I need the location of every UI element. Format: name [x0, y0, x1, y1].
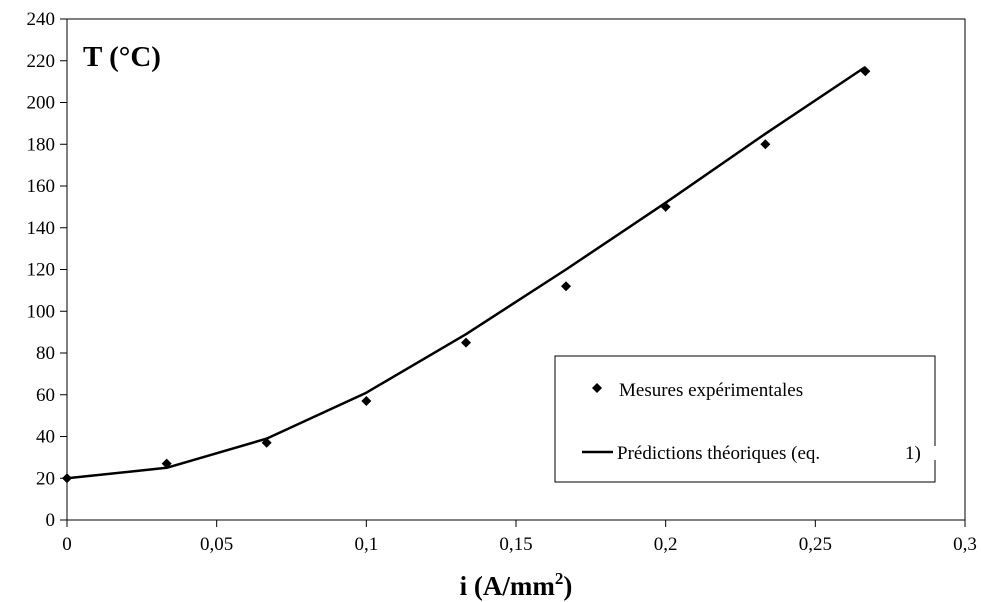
x-axis: 0 0,05 0,1 0,15 0,2 0,25 0,3 — [62, 519, 977, 555]
legend-label-predictions-suffix: 1) — [905, 443, 921, 464]
x-tick-label: 0,05 — [200, 534, 233, 555]
x-tick-label: 0,1 — [354, 534, 378, 555]
x-axis-title: i (A/mm2) — [460, 569, 573, 601]
data-point — [860, 66, 871, 77]
x-tick-label: 0,3 — [953, 534, 977, 555]
data-point — [62, 473, 72, 484]
y-axis-title: T (°C) — [83, 41, 161, 73]
y-tick-label: 100 — [27, 301, 56, 322]
y-tick-label: 220 — [27, 51, 56, 72]
x-tick-label: 0,25 — [799, 534, 832, 555]
y-tick-label: 40 — [36, 427, 55, 448]
y-tick-label: 240 — [27, 9, 56, 30]
data-point — [560, 281, 571, 292]
legend-label-measurements: Mesures expérimentales — [619, 380, 803, 401]
legend-label-predictions: Prédictions théoriques (eq. — [617, 443, 820, 464]
legend-frame — [554, 355, 936, 483]
y-tick-label: 60 — [36, 385, 55, 406]
data-point — [161, 458, 172, 469]
y-tick-label: 20 — [36, 468, 55, 489]
plot-area — [66, 18, 966, 521]
y-tick-label: 160 — [27, 176, 56, 197]
y-tick-label: 0 — [46, 510, 56, 531]
x-tick-label: 0,15 — [499, 534, 532, 555]
y-axis: 0 20 40 60 80 100 120 140 160 180 200 220 240 — [27, 9, 68, 531]
y-tick-label: 140 — [27, 218, 56, 239]
data-point — [760, 139, 771, 150]
x-tick-label: 0 — [62, 534, 72, 555]
series-layer — [62, 65, 871, 484]
data-point — [461, 337, 472, 348]
data-point — [361, 396, 372, 407]
plot-frame — [66, 18, 966, 521]
y-tick-label: 180 — [27, 134, 56, 155]
legend: Mesures expérimentales Prédictions théor… — [554, 355, 936, 483]
x-axis-title-sup: 2 — [555, 569, 564, 588]
x-axis-title-main: i (A/mm — [460, 571, 556, 601]
data-point — [261, 437, 272, 448]
legend-marker-diamond — [592, 383, 602, 393]
data-point — [660, 201, 671, 212]
x-tick-label: 0,2 — [654, 534, 678, 555]
y-tick-label: 200 — [27, 93, 56, 114]
series-line-predictions — [66, 65, 866, 480]
y-tick-label: 120 — [27, 260, 56, 281]
y-tick-label: 80 — [36, 343, 55, 364]
x-axis-title-end: ) — [563, 571, 572, 601]
